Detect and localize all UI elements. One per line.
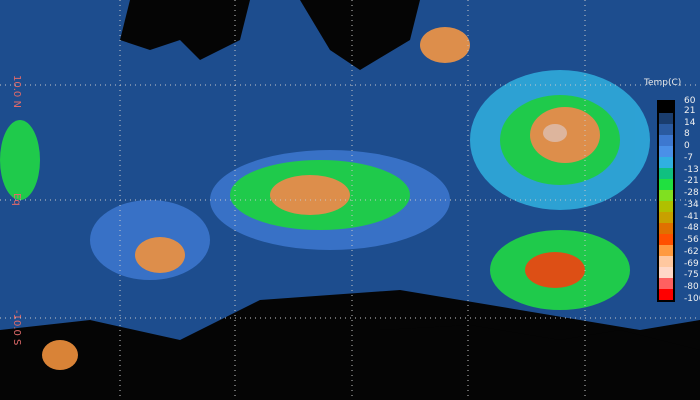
legend-color-segment	[659, 223, 673, 234]
legend-color-segment	[659, 212, 673, 223]
legend-tick-label: -69	[684, 258, 699, 269]
legend-color-segment	[659, 124, 673, 135]
legend-color-segment	[659, 113, 673, 124]
legend-color-segment	[659, 146, 673, 157]
legend-tick-label: -7	[684, 152, 693, 163]
legend-tick-label: -34	[684, 199, 699, 210]
legend-tick-label: -62	[684, 246, 699, 257]
latitude-label-10s: -10.0 S	[11, 310, 22, 346]
legend-color-segment	[659, 102, 673, 113]
legend-tick-label: -13	[684, 164, 699, 175]
legend-tick-label: 0	[684, 141, 690, 152]
legend-color-segment	[659, 168, 673, 179]
legend-color-segment	[659, 179, 673, 190]
legend-tick-label: -21	[684, 176, 699, 187]
legend-color-segment	[659, 135, 673, 146]
legend-color-segment	[659, 278, 673, 289]
legend-color-segment	[659, 201, 673, 212]
legend-color-segment	[659, 245, 673, 256]
legend-color-segment	[659, 256, 673, 267]
legend-tick-label: -75	[684, 270, 699, 281]
legend-tick-label: 8	[684, 129, 690, 140]
legend-tick-label: -100	[684, 294, 700, 304]
legend-color-segment	[659, 190, 673, 201]
legend-title: Temp(C)	[644, 78, 682, 88]
legend-tick-label: -80	[684, 282, 699, 293]
legend-color-segment	[659, 234, 673, 245]
cloud-fields	[0, 27, 650, 370]
legend-tick-label: -48	[684, 223, 699, 234]
legend-color-segment	[659, 157, 673, 168]
legend-tick-label: 60	[684, 96, 696, 106]
latitude-label-10n: 10.0 N	[11, 75, 22, 108]
latitude-label-equator: Eq	[11, 193, 22, 206]
legend-tick-label: -56	[684, 235, 699, 246]
legend-tick-label: -41	[684, 211, 699, 222]
legend-tick-label: 21	[684, 105, 696, 116]
legend-tick-label: -28	[684, 188, 699, 199]
legend-color-segment	[659, 267, 673, 278]
color-scale-bar	[657, 100, 675, 302]
legend-tick-label: 14	[684, 117, 696, 128]
temperature-legend: Temp(C) 60 21 14 8 0 -7 -13 -21 -28 -34 -41 -48 -56-…	[640, 72, 700, 308]
legend-color-segment	[659, 289, 673, 300]
